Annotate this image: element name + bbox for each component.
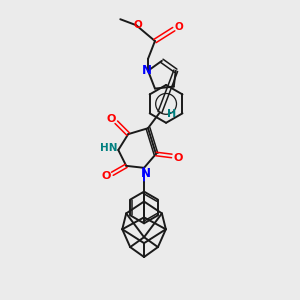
Text: O: O xyxy=(174,22,183,32)
Text: N: N xyxy=(141,167,151,180)
Text: O: O xyxy=(107,114,116,124)
Text: O: O xyxy=(134,20,142,30)
Text: O: O xyxy=(102,171,111,181)
Text: HN: HN xyxy=(100,143,117,153)
Text: H: H xyxy=(167,109,176,119)
Text: N: N xyxy=(142,64,152,77)
Text: O: O xyxy=(173,153,182,163)
